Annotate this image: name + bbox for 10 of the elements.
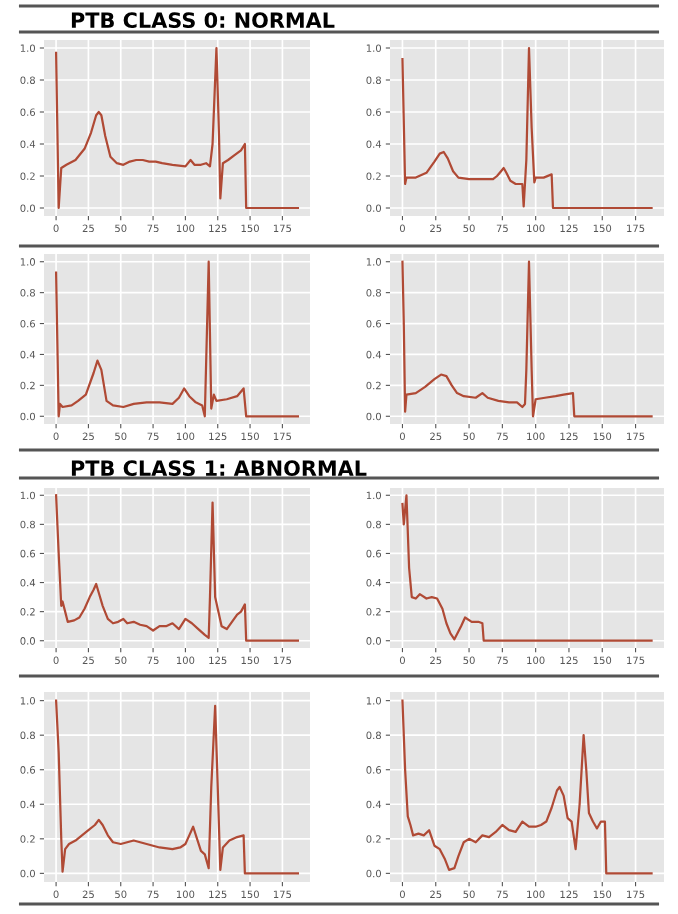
line-series [401,260,653,418]
line-series [54,494,300,642]
chart-title: PTB CLASS 0: NORMAL [71,12,335,29]
line-series [54,699,300,875]
line-series [401,46,653,210]
line-series [401,699,653,875]
chart-title: PTB CLASS 1: ABNORMAL [71,460,367,477]
line-series [401,494,653,642]
line-series [54,260,300,418]
line-series [54,46,300,210]
